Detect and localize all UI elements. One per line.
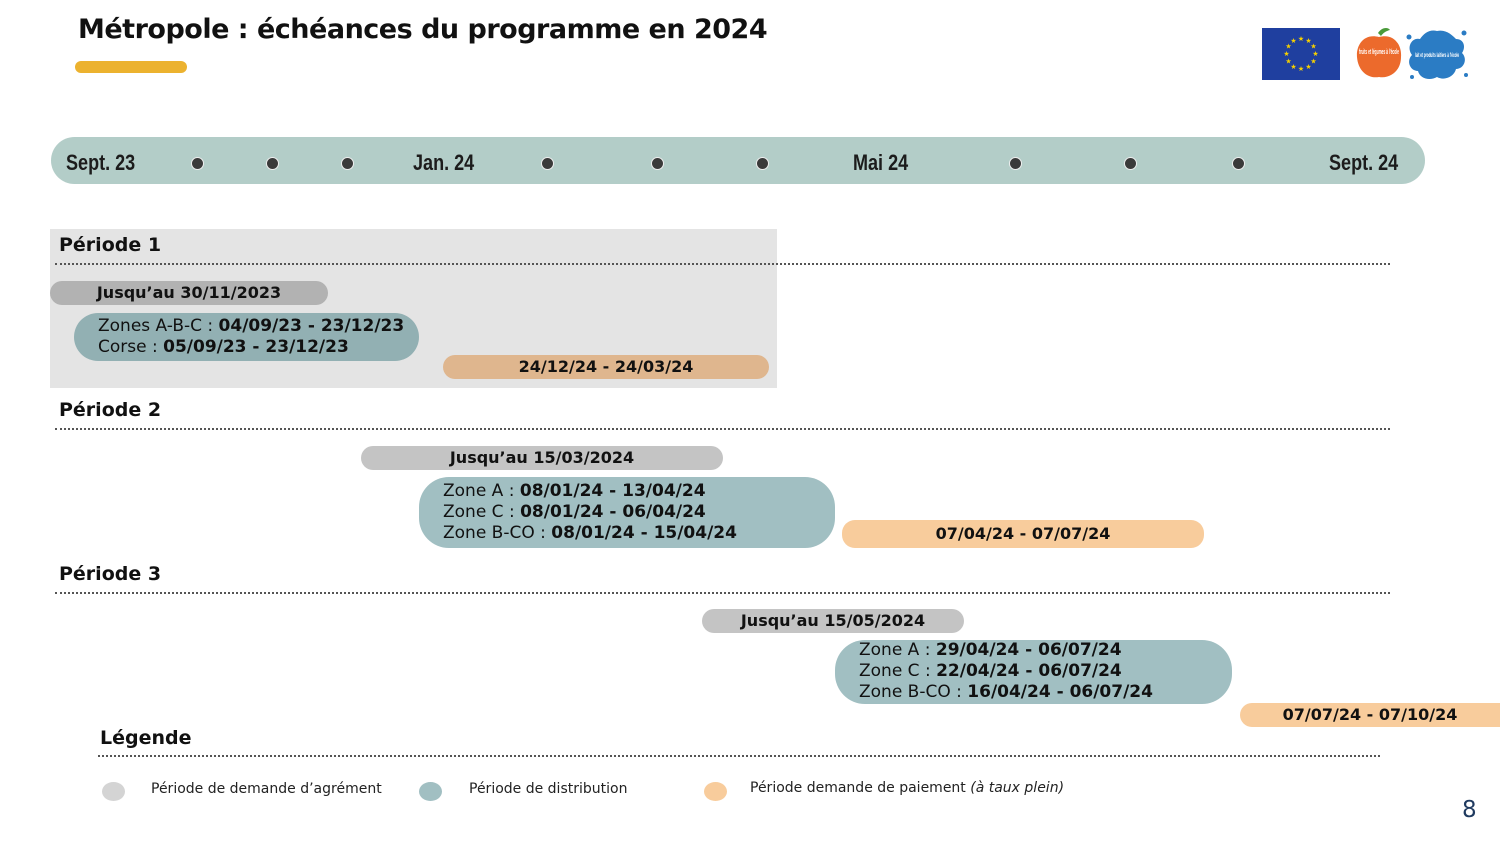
page-title: Métropole : échéances du programme en 20… xyxy=(78,14,768,45)
period-3-zone-line: Zone C : 22/04/24 - 06/07/24 xyxy=(859,661,1232,682)
zone-dates: 08/01/24 - 06/04/24 xyxy=(520,502,706,522)
timeline-month-dot xyxy=(1232,157,1245,170)
period-3-zone-line: Zone B-CO : 16/04/24 - 06/07/24 xyxy=(859,682,1232,703)
zone-dates: 08/01/24 - 15/04/24 xyxy=(551,523,737,543)
period-2-zone-line: Zone A : 08/01/24 - 13/04/24 xyxy=(443,481,835,502)
timeline-month-dot xyxy=(651,157,664,170)
legend-divider xyxy=(98,755,1380,757)
svg-text:★: ★ xyxy=(1285,58,1291,66)
legend-agrement-label: Période de demande d’agrément xyxy=(151,781,382,797)
period-2-label: Période 2 xyxy=(59,399,162,421)
title-underline xyxy=(75,61,187,73)
timeline-month-mai-24: Mai 24 xyxy=(853,150,909,175)
period-1-distribution-pill: Zones A-B-C : 04/09/23 - 23/12/23 Corse … xyxy=(74,313,419,361)
legend-distribution-label: Période de distribution xyxy=(469,781,628,797)
period-2-zone-line: Zone C : 08/01/24 - 06/04/24 xyxy=(443,502,835,523)
timeline-bar xyxy=(51,137,1425,184)
lait-logo-text: lait et produits laitiers à l'école xyxy=(1415,52,1459,59)
svg-text:★: ★ xyxy=(1310,58,1316,66)
zone-dates: 29/04/24 - 06/07/24 xyxy=(935,640,1122,660)
legend-paiement-note: (à taux plein) xyxy=(970,780,1065,796)
period-1-agrement-pill: Jusqu’au 30/11/2023 xyxy=(50,281,328,305)
legend-agrement-swatch xyxy=(102,782,125,801)
timeline-month-jan-24: Jan. 24 xyxy=(413,150,475,175)
period-1-divider xyxy=(55,263,1390,265)
legend-paiement-text: Période demande de paiement xyxy=(750,780,971,796)
page-number: 8 xyxy=(1462,797,1477,823)
period-3-agrement-pill: Jusqu’au 15/05/2024 xyxy=(702,609,964,633)
svg-text:★: ★ xyxy=(1298,35,1304,43)
zone-name: Zone B-CO : xyxy=(443,523,552,543)
timeline-month-dot xyxy=(541,157,554,170)
zone-dates: 22/04/24 - 06/07/24 xyxy=(936,661,1122,681)
zone-name: Zones A-B-C : xyxy=(98,316,219,336)
zone-dates: 04/09/23 - 23/12/23 xyxy=(218,316,405,336)
period-3-paiement-pill: 07/07/24 - 07/10/24 xyxy=(1240,703,1500,727)
svg-text:★: ★ xyxy=(1310,43,1316,51)
period-3-zone-line: Zone A : 29/04/24 - 06/07/24 xyxy=(859,640,1232,661)
zone-name: Zone A : xyxy=(859,640,936,660)
zone-name: Corse : xyxy=(98,337,164,357)
period-1-zone-line: Zones A-B-C : 04/09/23 - 23/12/23 xyxy=(98,316,419,337)
fruits-legumes-logo: fruits et légumes à l'école xyxy=(1354,27,1404,81)
period-3-distribution-pill: Zone A : 29/04/24 - 06/07/24 Zone C : 22… xyxy=(835,640,1232,704)
period-2-divider xyxy=(55,428,1390,430)
period-2-paiement-pill: 07/04/24 - 07/07/24 xyxy=(842,520,1204,548)
zone-name: Zone A : xyxy=(443,481,520,501)
period-2-zone-line: Zone B-CO : 08/01/24 - 15/04/24 xyxy=(443,523,835,544)
svg-text:★: ★ xyxy=(1305,63,1311,71)
timeline-month-sept-23: Sept. 23 xyxy=(66,150,136,175)
timeline-month-dot xyxy=(1124,157,1137,170)
svg-text:★: ★ xyxy=(1283,50,1289,58)
zone-name: Zone B-CO : xyxy=(859,682,968,702)
legend-paiement-label: Période demande de paiement (à taux plei… xyxy=(750,780,1064,796)
legend-distribution-swatch xyxy=(419,782,442,801)
svg-text:★: ★ xyxy=(1298,65,1304,73)
svg-text:★: ★ xyxy=(1285,43,1291,51)
svg-text:★: ★ xyxy=(1312,50,1318,58)
period-3-divider xyxy=(55,592,1390,594)
timeline-month-dot xyxy=(191,157,204,170)
svg-text:★: ★ xyxy=(1290,37,1296,45)
lait-produits-laitiers-logo: lait et produits laitiers à l'école xyxy=(1406,27,1468,83)
timeline-month-dot xyxy=(266,157,279,170)
zone-name: Zone C : xyxy=(859,661,937,681)
zone-dates: 08/01/24 - 13/04/24 xyxy=(519,481,706,501)
timeline-month-dot xyxy=(341,157,354,170)
timeline-month-sept-24: Sept. 24 xyxy=(1329,150,1399,175)
legend-title: Légende xyxy=(100,727,192,749)
eu-flag-icon: ★ ★ ★ ★ ★ ★ ★ ★ ★ ★ ★ ★ xyxy=(1262,28,1340,80)
period-1-zone-line: Corse : 05/09/23 - 23/12/23 xyxy=(98,337,419,358)
period-2-distribution-pill: Zone A : 08/01/24 - 13/04/24 Zone C : 08… xyxy=(419,477,835,548)
zone-dates: 05/09/23 - 23/12/23 xyxy=(163,337,349,357)
zone-dates: 16/04/24 - 06/07/24 xyxy=(967,682,1153,702)
zone-name: Zone C : xyxy=(443,502,521,522)
timeline-month-dot xyxy=(756,157,769,170)
period-1-label: Période 1 xyxy=(59,234,162,256)
period-1-paiement-pill: 24/12/24 - 24/03/24 xyxy=(443,355,769,379)
legend-paiement-swatch xyxy=(704,782,727,801)
fruits-logo-text: fruits et légumes à l'école xyxy=(1359,47,1399,56)
svg-text:★: ★ xyxy=(1290,63,1296,71)
timeline-month-dot xyxy=(1009,157,1022,170)
svg-text:★: ★ xyxy=(1305,37,1311,45)
period-2-agrement-pill: Jusqu’au 15/03/2024 xyxy=(361,446,723,470)
period-3-label: Période 3 xyxy=(59,563,162,585)
